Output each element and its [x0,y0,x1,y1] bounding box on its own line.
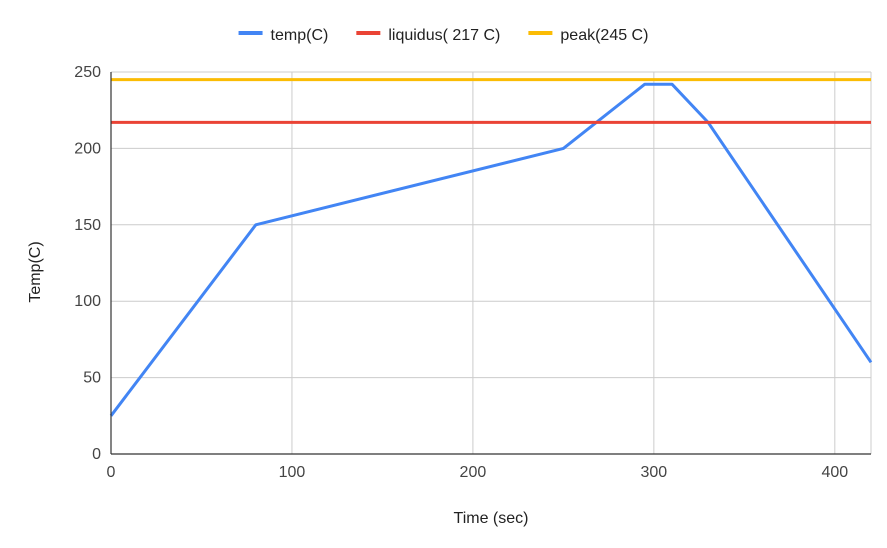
y-tick-label: 250 [74,64,101,81]
y-axis-title: Temp(C) [27,241,44,302]
x-tick-label: 100 [279,464,306,481]
y-tick-label: 100 [74,293,101,310]
legend-swatch [238,31,263,35]
x-tick-label: 300 [641,464,668,481]
legend-swatch [356,31,381,35]
series-layer [109,78,873,417]
x-axis-title: Time (sec) [454,510,529,527]
legend: temp(C) liquidus( 217 C) peak(245 C) [238,27,648,44]
legend-label: peak(245 C) [560,27,648,44]
y-tick-label: 200 [74,140,101,157]
y-tick-label: 0 [92,446,101,463]
y-tick-label: 150 [74,217,101,234]
axes: 0 50 100 150 200 250 0 100 200 300 400 [74,64,871,481]
x-tick-label: 200 [460,464,487,481]
grid [111,71,872,454]
legend-label: liquidus( 217 C) [388,27,500,44]
legend-swatch [528,31,553,35]
y-tick-label: 50 [83,370,101,387]
x-tick-label: 0 [107,464,116,481]
legend-label: temp(C) [271,27,329,44]
series-line-temp-c [109,82,873,417]
x-tick-label: 400 [821,464,848,481]
